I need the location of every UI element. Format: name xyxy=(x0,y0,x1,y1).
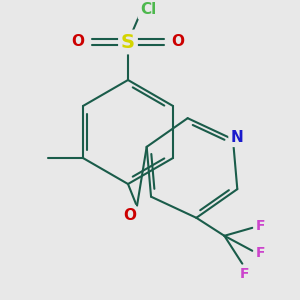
Text: O: O xyxy=(71,34,85,50)
Text: F: F xyxy=(256,246,265,260)
Text: F: F xyxy=(256,219,265,233)
Text: Cl: Cl xyxy=(140,2,156,17)
Text: F: F xyxy=(240,267,249,281)
Text: O: O xyxy=(124,208,136,224)
Text: S: S xyxy=(121,32,135,52)
Text: N: N xyxy=(231,130,243,145)
Text: O: O xyxy=(172,34,184,50)
